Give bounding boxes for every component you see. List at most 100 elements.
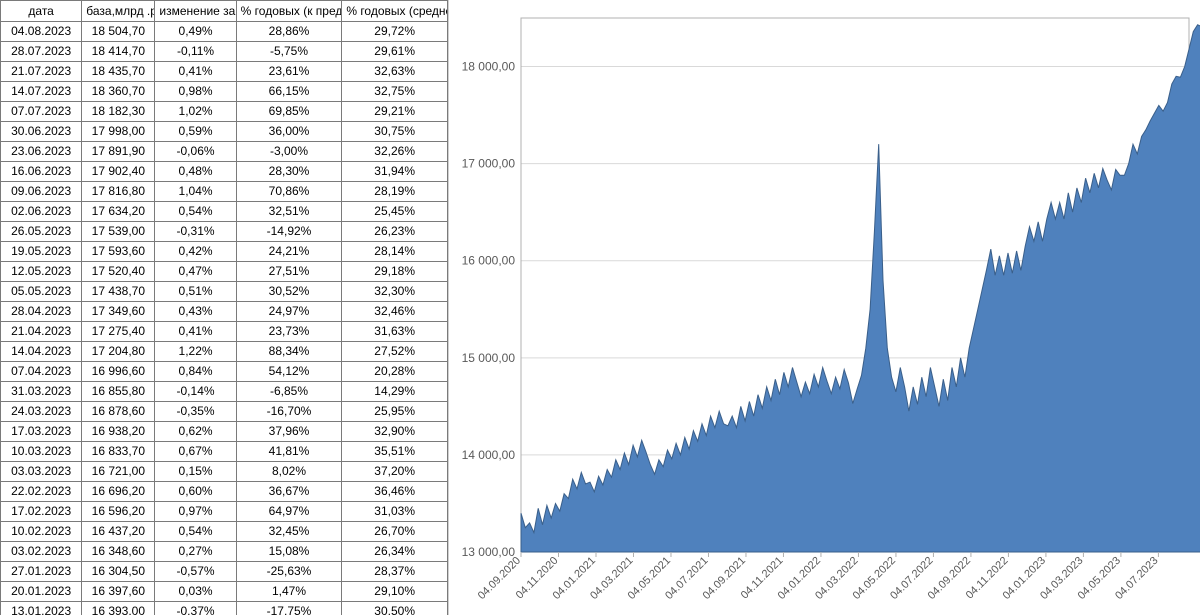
cell: 17.02.2023 xyxy=(1,502,82,522)
cell: 21.04.2023 xyxy=(1,322,82,342)
cell: 26,70% xyxy=(342,522,448,542)
cell: 32,30% xyxy=(342,282,448,302)
cell: 28,14% xyxy=(342,242,448,262)
cell: 0,98% xyxy=(155,82,236,102)
cell: 26,23% xyxy=(342,222,448,242)
cell: 26,34% xyxy=(342,542,448,562)
table-row: 12.05.202317 520,400,47%27,51%29,18% xyxy=(1,262,448,282)
cell: 16 721,00 xyxy=(82,462,155,482)
cell: 16 855,80 xyxy=(82,382,155,402)
cell: 18 414,70 xyxy=(82,42,155,62)
cell: 32,51% xyxy=(236,202,342,222)
cell: 24.03.2023 xyxy=(1,402,82,422)
cell: 22.02.2023 xyxy=(1,482,82,502)
col-header-0: дата xyxy=(1,1,82,22)
table-row: 10.03.202316 833,700,67%41,81%35,51% xyxy=(1,442,448,462)
y-axis-label: 14 000,00 xyxy=(462,448,516,462)
table-row: 03.03.202316 721,000,15%8,02%37,20% xyxy=(1,462,448,482)
cell: 16 304,50 xyxy=(82,562,155,582)
cell: 25,95% xyxy=(342,402,448,422)
cell: 26.05.2023 xyxy=(1,222,82,242)
cell: 31,94% xyxy=(342,162,448,182)
cell: 27,52% xyxy=(342,342,448,362)
cell: 28.04.2023 xyxy=(1,302,82,322)
cell: 0,41% xyxy=(155,62,236,82)
cell: 05.05.2023 xyxy=(1,282,82,302)
table-row: 10.02.202316 437,200,54%32,45%26,70% xyxy=(1,522,448,542)
cell: 16 878,60 xyxy=(82,402,155,422)
cell: -16,70% xyxy=(236,402,342,422)
cell: 18 360,70 xyxy=(82,82,155,102)
y-axis-label: 16 000,00 xyxy=(462,254,516,268)
cell: 0,62% xyxy=(155,422,236,442)
cell: 29,10% xyxy=(342,582,448,602)
table-row: 31.03.202316 855,80-0,14%-6,85%14,29% xyxy=(1,382,448,402)
cell: 10.03.2023 xyxy=(1,442,82,462)
table-row: 04.08.202318 504,700,49%28,86%29,72% xyxy=(1,22,448,42)
cell: 15,08% xyxy=(236,542,342,562)
cell: 32,63% xyxy=(342,62,448,82)
cell: 69,85% xyxy=(236,102,342,122)
cell: 29,18% xyxy=(342,262,448,282)
cell: 16 397,60 xyxy=(82,582,155,602)
table-row: 09.06.202317 816,801,04%70,86%28,19% xyxy=(1,182,448,202)
cell: 32,90% xyxy=(342,422,448,442)
cell: 32,75% xyxy=(342,82,448,102)
cell: 0,03% xyxy=(155,582,236,602)
table-row: 23.06.202317 891,90-0,06%-3,00%32,26% xyxy=(1,142,448,162)
table-row: 21.04.202317 275,400,41%23,73%31,63% xyxy=(1,322,448,342)
spreadsheet-chart-view: датабаза,млрд .р.изменение за неделю% го… xyxy=(0,0,1200,615)
table-row: 28.07.202318 414,70-0,11%-5,75%29,61% xyxy=(1,42,448,62)
cell: 0,51% xyxy=(155,282,236,302)
cell: 0,47% xyxy=(155,262,236,282)
cell: -25,63% xyxy=(236,562,342,582)
cell: -3,00% xyxy=(236,142,342,162)
cell: 54,12% xyxy=(236,362,342,382)
cell: 28,86% xyxy=(236,22,342,42)
cell: 27.01.2023 xyxy=(1,562,82,582)
cell: 02.06.2023 xyxy=(1,202,82,222)
col-header-2: изменение за неделю xyxy=(155,1,236,22)
cell: 30,52% xyxy=(236,282,342,302)
cell: 25,45% xyxy=(342,202,448,222)
cell: -0,14% xyxy=(155,382,236,402)
cell: 18 504,70 xyxy=(82,22,155,42)
cell: 17 998,00 xyxy=(82,122,155,142)
y-axis-label: 13 000,00 xyxy=(462,545,516,559)
cell: -17,75% xyxy=(236,602,342,615)
cell: 0,48% xyxy=(155,162,236,182)
cell: 17 891,90 xyxy=(82,142,155,162)
cell: 04.08.2023 xyxy=(1,22,82,42)
cell: -14,92% xyxy=(236,222,342,242)
cell: 0,60% xyxy=(155,482,236,502)
table-row: 03.02.202316 348,600,27%15,08%26,34% xyxy=(1,542,448,562)
cell: 13.01.2023 xyxy=(1,602,82,615)
cell: -0,35% xyxy=(155,402,236,422)
cell: 17 349,60 xyxy=(82,302,155,322)
cell: 17 539,00 xyxy=(82,222,155,242)
table-row: 13.01.202316 393,00-0,37%-17,75%30,50% xyxy=(1,602,448,615)
table-row: 27.01.202316 304,50-0,57%-25,63%28,37% xyxy=(1,562,448,582)
cell: 21.07.2023 xyxy=(1,62,82,82)
cell: 36,00% xyxy=(236,122,342,142)
table-row: 21.07.202318 435,700,41%23,61%32,63% xyxy=(1,62,448,82)
cell: 14.04.2023 xyxy=(1,342,82,362)
cell: 0,84% xyxy=(155,362,236,382)
cell: 30.06.2023 xyxy=(1,122,82,142)
cell: -0,57% xyxy=(155,562,236,582)
cell: 29,61% xyxy=(342,42,448,62)
cell: 12.05.2023 xyxy=(1,262,82,282)
cell: 07.04.2023 xyxy=(1,362,82,382)
cell: 32,26% xyxy=(342,142,448,162)
cell: 0,49% xyxy=(155,22,236,42)
cell: 1,22% xyxy=(155,342,236,362)
cell: 18 182,30 xyxy=(82,102,155,122)
cell: 70,86% xyxy=(236,182,342,202)
cell: 16 348,60 xyxy=(82,542,155,562)
cell: 16 833,70 xyxy=(82,442,155,462)
cell: 17 816,80 xyxy=(82,182,155,202)
cell: 0,97% xyxy=(155,502,236,522)
cell: -0,31% xyxy=(155,222,236,242)
cell: 35,51% xyxy=(342,442,448,462)
cell: 16 996,60 xyxy=(82,362,155,382)
